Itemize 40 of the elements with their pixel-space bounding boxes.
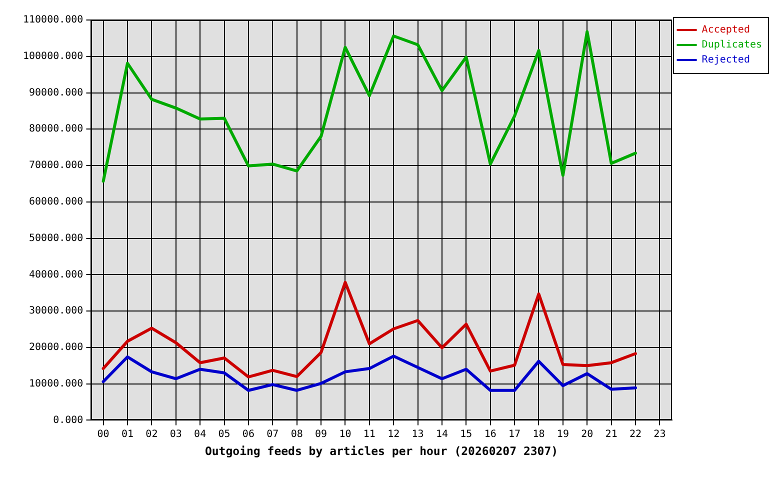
x-tick-label: 21 — [605, 428, 618, 440]
x-tick-label: 11 — [363, 428, 376, 440]
legend-label: Accepted — [702, 24, 750, 36]
y-tick-label: 60000.000 — [29, 196, 84, 208]
x-tick-label: 12 — [388, 428, 400, 440]
x-tick-label: 00 — [97, 428, 110, 440]
y-tick-label: 100000.000 — [22, 50, 84, 62]
y-tick-label: 110000.000 — [22, 14, 84, 26]
x-tick-label: 03 — [170, 428, 182, 440]
x-tick-label: 02 — [146, 428, 158, 440]
x-tick-label: 07 — [266, 428, 279, 440]
x-tick-label: 05 — [218, 428, 230, 440]
x-tick-label: 13 — [412, 428, 424, 440]
y-tick-label: 90000.000 — [29, 87, 84, 98]
x-tick-label: 14 — [436, 428, 448, 440]
legend-label: Duplicates — [702, 40, 762, 51]
y-tick-label: 20000.000 — [29, 342, 84, 354]
y-tick-label: 50000.000 — [29, 232, 84, 244]
y-tick-label: 10000.000 — [29, 378, 84, 390]
y-tick-label: 0.000 — [53, 414, 84, 426]
y-tick-label: 80000.000 — [29, 124, 84, 135]
x-tick-label: 20 — [581, 428, 594, 440]
x-tick-label: 16 — [484, 428, 496, 440]
x-tick-label: 15 — [460, 428, 472, 440]
y-tick-label: 30000.000 — [29, 306, 84, 317]
x-axis-title: Outgoing feeds by articles per hour (20260207 2307) — [204, 444, 558, 458]
y-tick-label: 70000.000 — [29, 160, 84, 172]
x-tick-label: 09 — [315, 428, 328, 440]
x-tick-label: 04 — [194, 428, 206, 440]
x-tick-label: 17 — [508, 428, 521, 440]
x-tick-label: 08 — [290, 428, 303, 440]
x-tick-label: 18 — [532, 428, 545, 440]
x-tick-label: 22 — [629, 428, 642, 440]
x-tick-label: 23 — [654, 428, 666, 440]
x-tick-label: 01 — [121, 428, 134, 440]
legend-label: Rejected — [702, 54, 750, 66]
x-tick-label: 19 — [556, 428, 569, 440]
y-tick-label: 40000.000 — [29, 269, 84, 280]
x-tick-label: 06 — [242, 428, 254, 440]
x-tick-label: 10 — [339, 428, 352, 440]
